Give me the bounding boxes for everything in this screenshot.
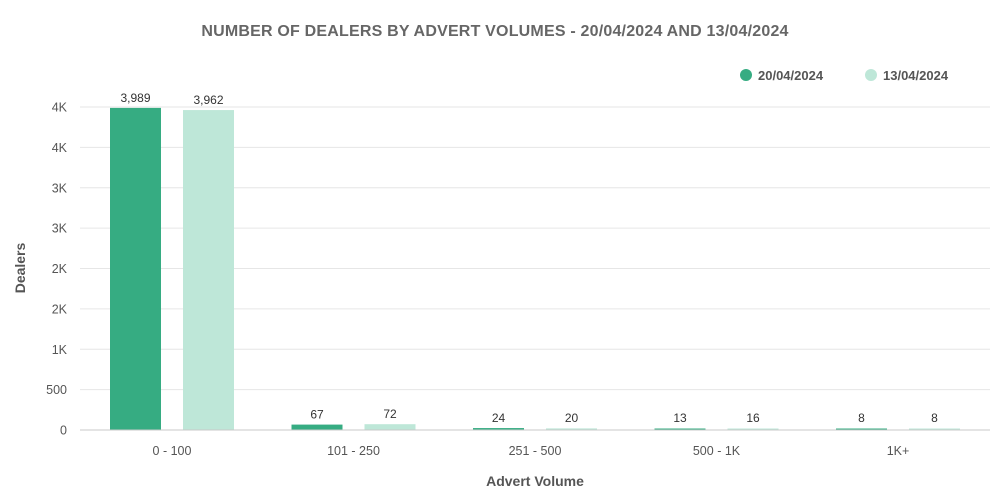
data-label: 13 (673, 411, 687, 425)
x-tick-label: 500 - 1K (693, 444, 741, 458)
data-labels: 3,989 3,962 67 72 24 20 13 16 8 8 (120, 91, 938, 425)
bar-series-1[interactable] (654, 428, 706, 431)
x-tick-label: 0 - 100 (153, 444, 192, 458)
data-label: 3,962 (193, 93, 223, 107)
data-label: 72 (383, 407, 397, 421)
data-label: 3,989 (120, 91, 150, 105)
bar-series-2[interactable] (727, 428, 779, 431)
y-tick-label: 2K (52, 302, 68, 316)
x-tick-label: 101 - 250 (327, 444, 380, 458)
legend: 20/04/2024 13/04/2024 (740, 68, 949, 83)
y-tick-label: 1K (52, 343, 68, 357)
x-axis-ticks: 0 - 100 101 - 250 251 - 500 500 - 1K 1K+ (153, 444, 910, 458)
bars (110, 107, 960, 431)
data-label: 8 (931, 411, 938, 425)
data-label: 24 (492, 411, 506, 425)
bar-series-2[interactable] (909, 428, 960, 431)
legend-marker (740, 69, 752, 81)
x-axis-title: Advert Volume (486, 473, 584, 489)
data-label: 20 (565, 411, 579, 425)
y-tick-label: 4K (52, 101, 68, 115)
y-tick-label: 4K (52, 141, 68, 155)
bar-series-1[interactable] (291, 424, 343, 430)
y-tick-label: 0 (60, 424, 67, 438)
data-label: 67 (310, 408, 324, 422)
data-label: 16 (746, 411, 760, 425)
bar-series-1[interactable] (836, 428, 887, 431)
y-tick-label: 3K (52, 222, 68, 236)
data-label: 8 (858, 411, 865, 425)
chart-title: NUMBER OF DEALERS BY ADVERT VOLUMES - 20… (201, 23, 788, 40)
y-axis-ticks: 0 500 1K 2K 2K 3K 3K 4K 4K (46, 101, 68, 438)
x-tick-label: 251 - 500 (509, 444, 562, 458)
bar-series-1[interactable] (473, 428, 524, 430)
legend-label[interactable]: 13/04/2024 (883, 68, 949, 83)
legend-marker (865, 69, 877, 81)
y-tick-label: 2K (52, 262, 68, 276)
y-tick-label: 3K (52, 181, 68, 195)
bar-series-2[interactable] (364, 424, 416, 430)
bar-series-2[interactable] (546, 428, 597, 430)
x-tick-label: 1K+ (887, 444, 910, 458)
bar-series-2[interactable] (183, 110, 234, 431)
legend-label[interactable]: 20/04/2024 (758, 68, 824, 83)
bar-series-1[interactable] (110, 107, 161, 431)
y-tick-label: 500 (46, 383, 67, 397)
y-axis-title: Dealers (12, 242, 28, 293)
